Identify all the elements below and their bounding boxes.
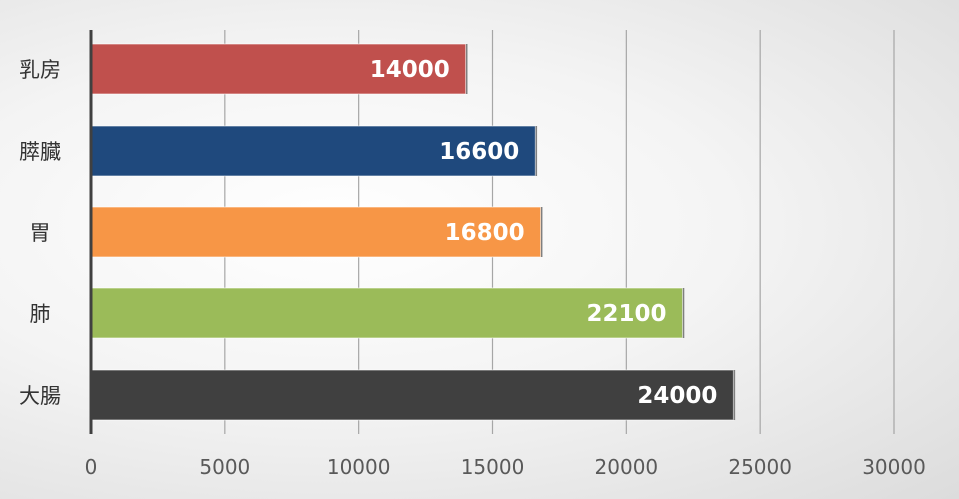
x-tick-label-15000: 15000: [461, 455, 525, 479]
x-tick-label-30000: 30000: [862, 455, 926, 479]
category-label-4: 大腸: [19, 384, 61, 408]
bar-1: [90, 125, 536, 177]
category-label-1: 膵臓: [19, 140, 61, 164]
data-label-0: 14000: [370, 57, 450, 83]
x-tick-label-5000: 5000: [199, 455, 250, 479]
data-label-2: 16800: [445, 220, 525, 246]
bar-3: [90, 287, 684, 339]
labels: 0 5000 10000 15000 20000 25000 30000 乳房 14000 膵臓 1…: [19, 57, 926, 479]
x-tick-label-20000: 20000: [595, 455, 659, 479]
data-label-1: 16600: [439, 139, 519, 165]
bar-0: [90, 43, 467, 95]
bar-2: [90, 206, 542, 258]
data-label-3: 22100: [587, 301, 667, 327]
category-label-2: 胃: [30, 221, 51, 245]
x-tick-label-0: 0: [85, 455, 98, 479]
category-label-3: 肺: [30, 302, 51, 326]
x-tick-label-25000: 25000: [728, 455, 792, 479]
x-tick-label-10000: 10000: [327, 455, 391, 479]
bars: [90, 43, 736, 421]
data-label-4: 24000: [637, 383, 717, 409]
category-label-0: 乳房: [19, 58, 61, 82]
